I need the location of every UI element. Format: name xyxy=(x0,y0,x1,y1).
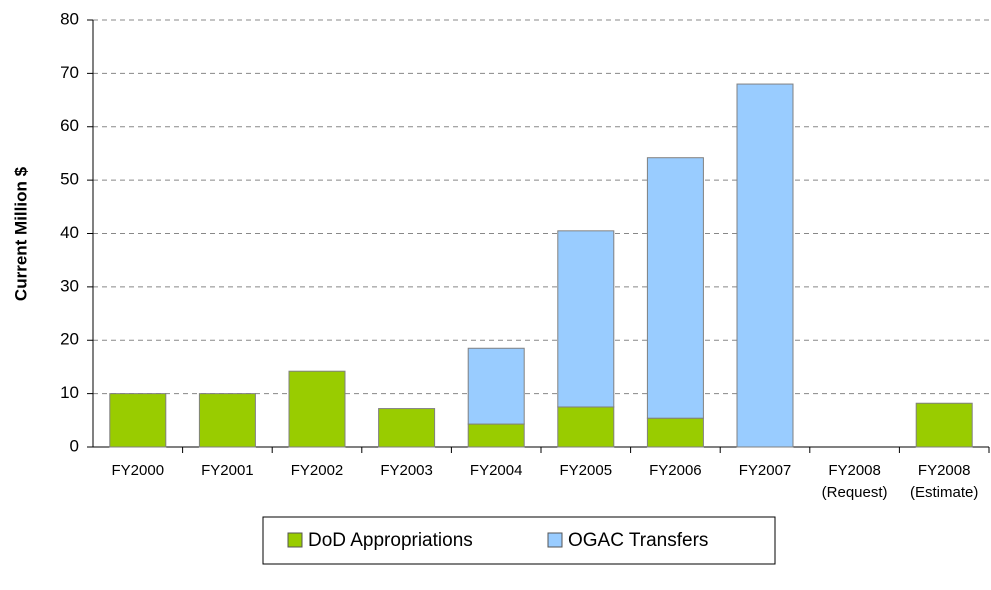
x-tick-label: FY2001 xyxy=(201,462,254,479)
legend-label: DoD Appropriations xyxy=(308,530,473,551)
x-tick-label: FY2007 xyxy=(738,462,792,479)
x-tick-label: FY2008 (Request) xyxy=(821,462,888,501)
x-tick-label: FY2000 xyxy=(111,462,165,479)
legend-swatch xyxy=(287,532,303,548)
x-tick-label: FY2008 (Estimate) xyxy=(910,462,979,501)
y-tick-label: 10 xyxy=(60,383,79,402)
y-tick-label: 80 xyxy=(60,9,79,28)
legend-label: OGAC Transfers xyxy=(568,530,708,551)
y-axis-label: Current Million $ xyxy=(11,166,30,301)
y-tick-label: 40 xyxy=(60,223,79,242)
y-tick-label: 50 xyxy=(60,170,79,189)
bar xyxy=(915,402,973,448)
bar xyxy=(109,393,167,448)
bar xyxy=(557,406,615,448)
y-tick-label: 70 xyxy=(60,63,79,82)
bar xyxy=(557,230,615,408)
bar xyxy=(646,157,704,419)
y-tick-label: 60 xyxy=(60,116,79,135)
bar xyxy=(646,417,704,448)
legend-swatch xyxy=(547,532,563,548)
x-tick-label: FY2006 xyxy=(649,462,702,479)
bar xyxy=(467,347,525,425)
bar xyxy=(198,393,256,448)
y-tick-label: 0 xyxy=(70,436,79,455)
bar xyxy=(288,370,346,448)
legend-box xyxy=(262,516,776,565)
x-tick-label: FY2005 xyxy=(559,462,613,479)
x-tick-label: FY2004 xyxy=(469,462,523,479)
x-tick-label: FY2002 xyxy=(290,462,344,479)
y-tick-label: 20 xyxy=(60,330,79,349)
bar xyxy=(736,83,794,448)
bar xyxy=(467,423,525,448)
bar xyxy=(378,408,436,448)
y-tick-label: 30 xyxy=(60,276,79,295)
x-tick-label: FY2003 xyxy=(380,462,433,479)
